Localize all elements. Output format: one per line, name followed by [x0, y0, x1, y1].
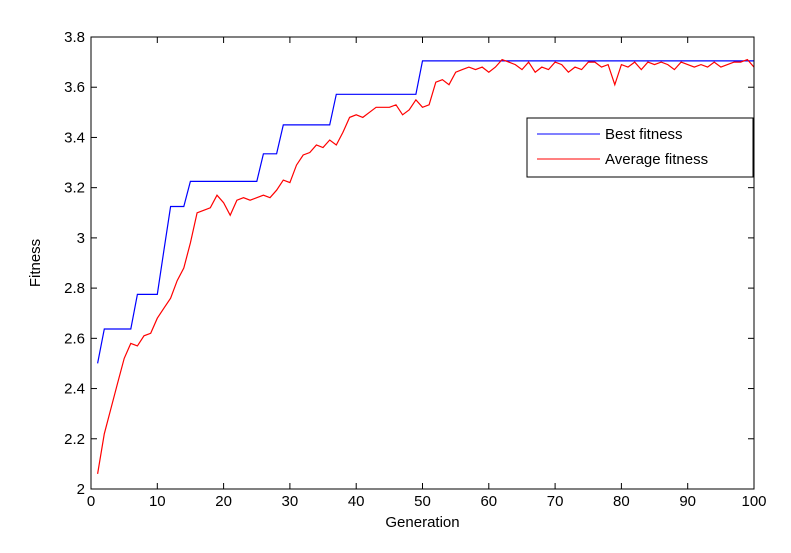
x-tick-label: 50 — [414, 493, 431, 510]
y-tick-label: 3.8 — [64, 29, 85, 46]
x-tick-label: 40 — [348, 493, 365, 510]
x-tick-label: 80 — [613, 493, 630, 510]
y-tick-label: 3.2 — [64, 180, 85, 197]
legend: Best fitness Average fitness — [526, 117, 754, 178]
legend-entry-average-fitness: Average fitness — [605, 151, 708, 168]
y-axis-label: Fitness — [27, 239, 44, 287]
x-tick-label: 100 — [741, 493, 766, 510]
x-axis-label: Generation — [385, 514, 459, 531]
y-tick-label: 3.6 — [64, 79, 85, 96]
y-tick-label: 2.6 — [64, 330, 85, 347]
x-tick-label: 0 — [87, 493, 95, 510]
legend-entry-best-fitness: Best fitness — [605, 126, 683, 143]
y-axis-ticks: 2 2.2 2.4 2.6 2.8 3 3.2 3.4 3.6 3.8 — [64, 29, 754, 498]
x-tick-label: 90 — [679, 493, 696, 510]
x-tick-label: 60 — [480, 493, 497, 510]
y-tick-label: 2.2 — [64, 431, 85, 448]
x-tick-label: 20 — [215, 493, 232, 510]
x-tick-label: 70 — [547, 493, 564, 510]
y-tick-label: 2.4 — [64, 381, 85, 398]
y-tick-label: 2.8 — [64, 280, 85, 297]
y-tick-label: 3 — [77, 230, 85, 247]
y-tick-label: 3.4 — [64, 129, 85, 146]
x-axis-ticks: 0 10 20 30 40 50 60 70 80 90 100 — [87, 37, 767, 510]
plot-lines — [97, 58, 755, 474]
series-line-best-fitness — [97, 60, 754, 364]
series-line-average-fitness — [97, 58, 755, 474]
x-tick-label: 10 — [149, 493, 166, 510]
x-tick-label: 30 — [282, 493, 299, 510]
y-tick-label: 2 — [77, 481, 85, 498]
legend-box — [526, 117, 754, 178]
